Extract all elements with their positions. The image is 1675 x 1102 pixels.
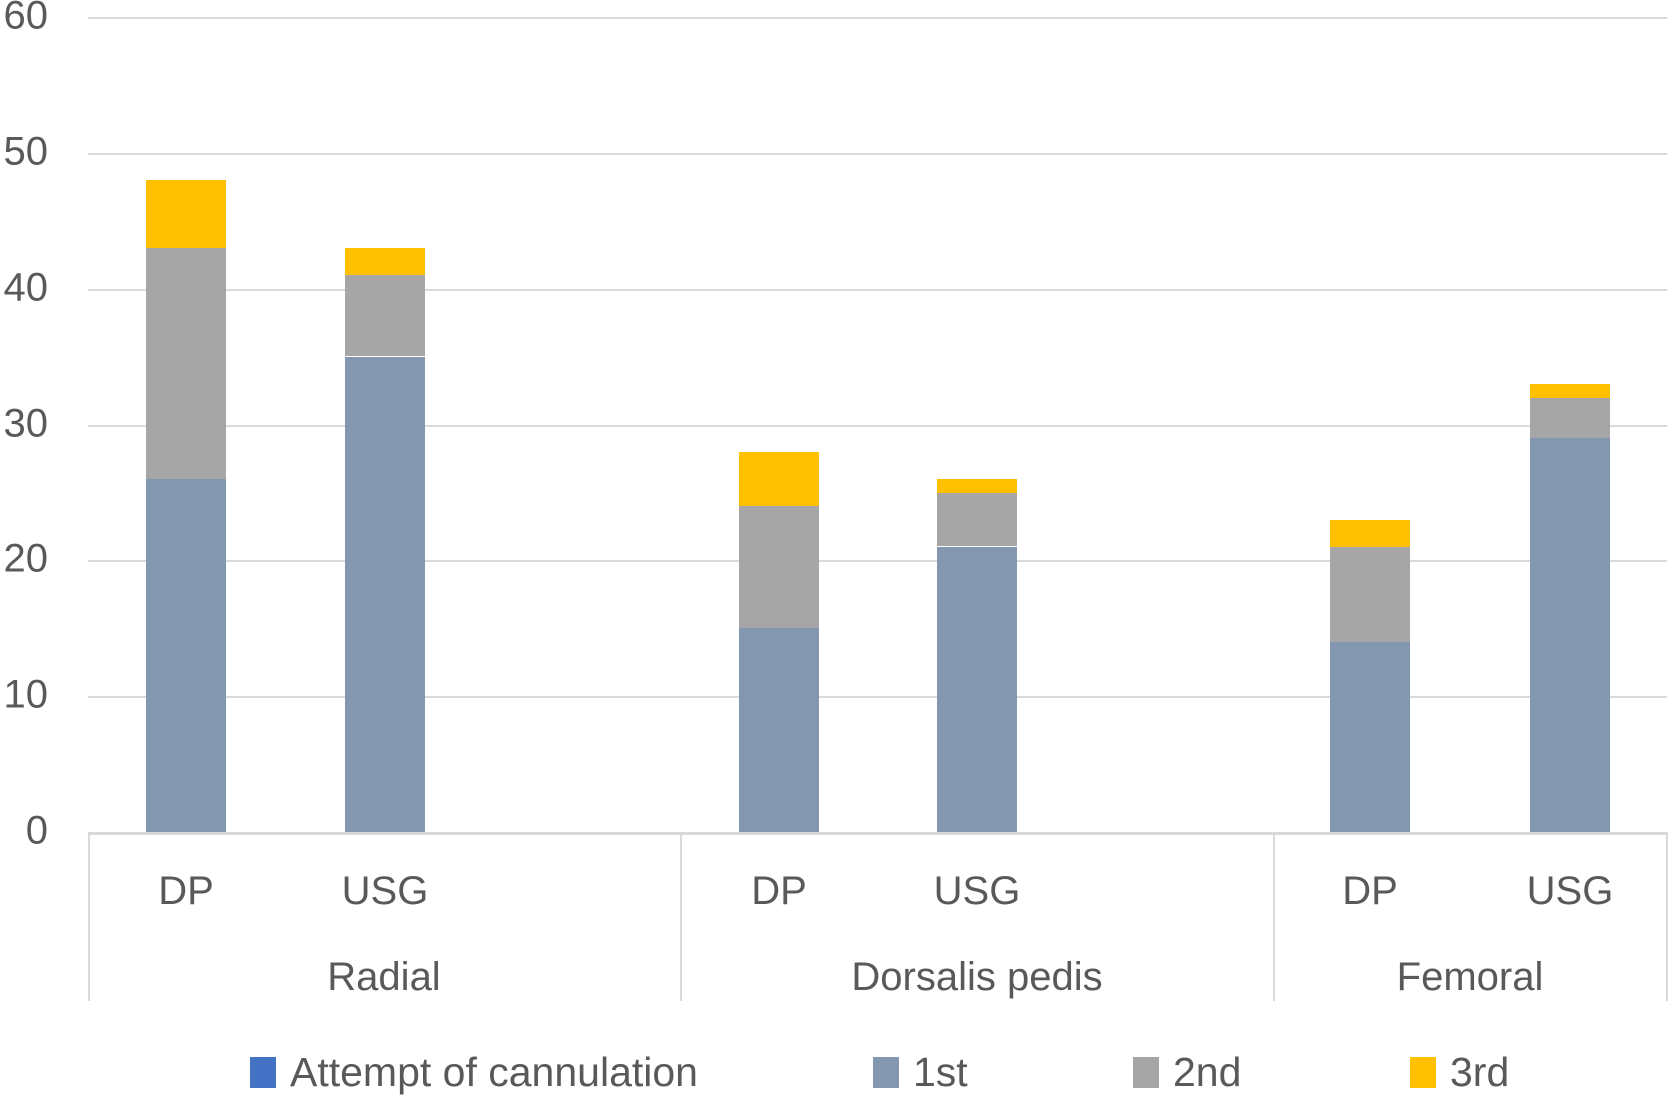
y-axis-tick-label: 10: [3, 672, 49, 717]
y-axis-tick-label: 0: [25, 808, 48, 853]
bar-segment-3rd: [739, 452, 819, 506]
y-axis-tick-label: 50: [3, 129, 49, 174]
legend-swatch-3rd-icon: [1410, 1056, 1436, 1088]
bar-segment-1st: [1530, 438, 1610, 832]
gridline: [88, 17, 1667, 19]
group-label-radial: Radial: [327, 955, 441, 999]
bar-segment-3rd: [1330, 520, 1410, 547]
axis-group-separator: [88, 832, 90, 1001]
bar-segment-1st: [345, 357, 425, 832]
bar-segment-1st: [739, 628, 819, 832]
group-label-dorsalis-pedis: Dorsalis pedis: [851, 955, 1103, 999]
gridline: [88, 153, 1667, 155]
category-label-usg-1: USG: [341, 869, 429, 913]
legend-swatch-attempt-icon: [250, 1056, 276, 1088]
legend-item-attempt-of-cannulation: Attempt of cannulation: [250, 1046, 698, 1098]
category-label-usg-3: USG: [933, 869, 1021, 913]
bar-segment-2nd: [1330, 547, 1410, 642]
category-label-usg-5: USG: [1526, 869, 1614, 913]
category-label-dp-2: DP: [751, 869, 807, 913]
legend-swatch-1st-icon: [873, 1056, 899, 1088]
gridline: [88, 560, 1667, 562]
bar-segment-2nd: [345, 275, 425, 356]
bar-segment-2nd: [146, 248, 226, 479]
gridline: [88, 425, 1667, 427]
group-label-femoral: Femoral: [1396, 955, 1544, 999]
legend-label-2nd: 2nd: [1173, 1048, 1242, 1095]
legend-label-3rd: 3rd: [1450, 1048, 1510, 1095]
legend-label-attempt: Attempt of cannulation: [290, 1048, 698, 1095]
legend-item-3rd: 3rd: [1410, 1046, 1509, 1098]
y-axis-tick-label: 30: [3, 401, 49, 446]
gridline: [88, 289, 1667, 291]
bar-segment-2nd: [937, 492, 1017, 546]
legend-item-1st: 1st: [873, 1046, 968, 1098]
bar-segment-1st: [146, 479, 226, 832]
legend-item-2nd: 2nd: [1133, 1046, 1241, 1098]
bar-segment-1st: [1330, 642, 1410, 832]
bar-segment-3rd: [345, 248, 425, 275]
x-axis-line: [88, 832, 1667, 835]
category-label-dp-4: DP: [1342, 869, 1398, 913]
gridline: [88, 696, 1667, 698]
y-axis-tick-label: 60: [3, 0, 49, 38]
bar-segment-3rd: [1530, 384, 1610, 398]
axis-group-separator: [680, 832, 682, 1001]
legend-label-1st: 1st: [913, 1048, 968, 1095]
legend-swatch-2nd-icon: [1133, 1056, 1159, 1088]
y-axis-tick-label: 40: [3, 265, 49, 310]
bar-segment-3rd: [937, 479, 1017, 493]
bar-segment-3rd: [146, 180, 226, 248]
category-label-dp-0: DP: [158, 869, 214, 913]
y-axis-tick-label: 20: [3, 536, 49, 581]
axis-group-separator: [1666, 832, 1668, 1001]
bar-segment-1st: [937, 547, 1017, 832]
axis-group-separator: [1273, 832, 1275, 1001]
bar-segment-2nd: [1530, 397, 1610, 438]
bar-segment-2nd: [739, 506, 819, 628]
